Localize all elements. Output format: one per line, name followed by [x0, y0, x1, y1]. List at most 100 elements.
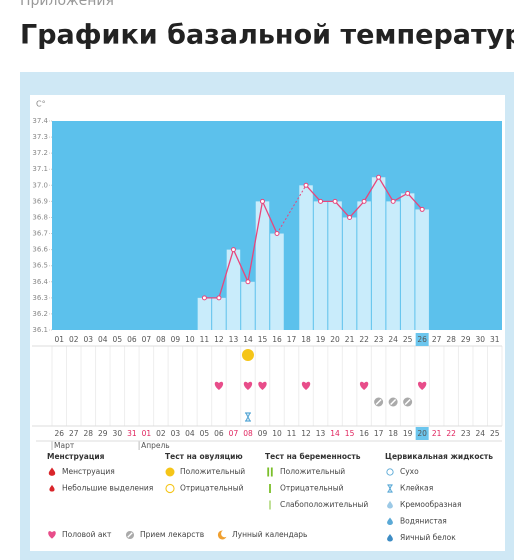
bar — [269, 500, 271, 510]
bar — [400, 193, 415, 330]
icon-drop-blue — [387, 517, 393, 525]
legend-label: Положительный — [180, 467, 245, 476]
point — [230, 247, 236, 253]
heart — [258, 381, 267, 390]
bar — [357, 201, 371, 330]
ring — [386, 468, 394, 476]
icon-heart — [301, 381, 311, 390]
icon-heart — [214, 381, 224, 390]
y-tick-label: 37.2 — [32, 149, 48, 157]
calendar-date: 21 — [432, 429, 442, 438]
x-tick-label: 22 — [359, 335, 369, 344]
icon-moon — [217, 530, 227, 540]
moon — [217, 530, 227, 540]
bar — [241, 281, 255, 330]
icon-heart — [48, 531, 56, 539]
point — [361, 198, 367, 204]
x-tick-label: 16 — [272, 335, 282, 344]
pill-slash — [390, 398, 397, 406]
bar — [269, 484, 271, 493]
calendar-date: 04 — [185, 429, 195, 438]
y-tick-label: 36.2 — [32, 310, 48, 318]
legend-label: Небольшие выделения — [62, 484, 153, 493]
icon-ring-blue — [386, 468, 394, 476]
calendar-date: 18 — [388, 429, 398, 438]
x-tick-label: 28 — [446, 335, 456, 344]
drop — [387, 533, 393, 542]
hourglass — [244, 412, 251, 422]
bar — [270, 467, 273, 477]
legend-label: Отрицательный — [280, 484, 344, 493]
bar — [255, 201, 270, 330]
x-tick-label: 30 — [475, 335, 485, 344]
calendar-date: 19 — [403, 429, 413, 438]
x-tick-label: 27 — [432, 335, 442, 344]
legend-title: Тест на овуляцию — [165, 452, 243, 461]
x-tick-label: 06 — [127, 335, 137, 344]
icon-heart — [258, 381, 267, 390]
legend-label: Яичный белок — [400, 533, 456, 542]
legend-label: Клейкая — [400, 484, 433, 493]
calendar-date: 20 — [417, 429, 427, 438]
icon-hourglass — [244, 412, 251, 422]
pill-slash — [375, 398, 382, 406]
hourglass — [387, 484, 393, 493]
point — [318, 198, 324, 204]
calendar-date: 30 — [113, 429, 123, 438]
selected-day — [415, 333, 429, 346]
month-label: Март — [54, 441, 75, 450]
x-tick-label: 11 — [200, 335, 210, 344]
icon-heart — [359, 381, 369, 390]
y-tick-label: 36.5 — [32, 262, 48, 270]
calendar-date: 29 — [98, 429, 108, 438]
x-tick-label: 20 — [330, 335, 340, 344]
point — [376, 174, 382, 180]
icon-heart — [417, 381, 427, 390]
dot — [241, 349, 254, 361]
y-tick-label: 36.8 — [32, 213, 48, 221]
calendar-date: 10 — [272, 429, 282, 438]
x-tick-label: 15 — [258, 335, 268, 344]
calendar-date: 11 — [287, 429, 297, 438]
icon-pill — [388, 397, 398, 407]
calendar-date: 13 — [316, 429, 326, 438]
x-tick-label: 18 — [301, 335, 311, 344]
bar — [313, 201, 328, 330]
calendar-date: 14 — [330, 429, 340, 438]
x-tick-label: 14 — [243, 335, 253, 344]
x-tick-label: 26 — [417, 335, 427, 344]
point — [419, 206, 425, 212]
y-tick-label: 37.0 — [32, 181, 48, 189]
icon-drop-red — [48, 467, 56, 476]
point — [201, 295, 207, 301]
calendar-date: 31 — [127, 429, 137, 438]
icon-bar-green — [269, 484, 271, 493]
point — [274, 231, 280, 237]
icon-pill — [125, 530, 135, 540]
x-tick-label: 25 — [403, 335, 413, 344]
calendar-date: 28 — [84, 429, 94, 438]
ring — [165, 483, 175, 494]
icon-drop-blue-light — [387, 500, 393, 509]
x-tick-label: 29 — [461, 335, 471, 344]
page-title: Графики базальной температуры — [20, 20, 514, 51]
pill-slash — [404, 398, 411, 406]
point — [245, 279, 251, 285]
icon-ring-yellow — [165, 483, 175, 494]
calendar-date: 23 — [461, 429, 471, 438]
drop — [387, 517, 393, 525]
calendar-date: 01 — [142, 429, 152, 438]
point — [259, 198, 265, 204]
y-tick-label: 37.3 — [32, 133, 48, 141]
x-tick-label: 04 — [98, 335, 108, 344]
y-tick-label: 36.4 — [32, 278, 48, 286]
bar — [299, 185, 313, 330]
x-tick-label: 24 — [388, 335, 398, 344]
heart — [359, 381, 369, 390]
icon-dot-yellow — [165, 467, 175, 477]
legend-title: Менструация — [47, 452, 105, 461]
x-tick-label: 19 — [316, 335, 326, 344]
bar — [342, 217, 357, 330]
legend-label: Прием лекарств — [140, 530, 204, 539]
legend-label: Половой акт — [62, 530, 112, 539]
